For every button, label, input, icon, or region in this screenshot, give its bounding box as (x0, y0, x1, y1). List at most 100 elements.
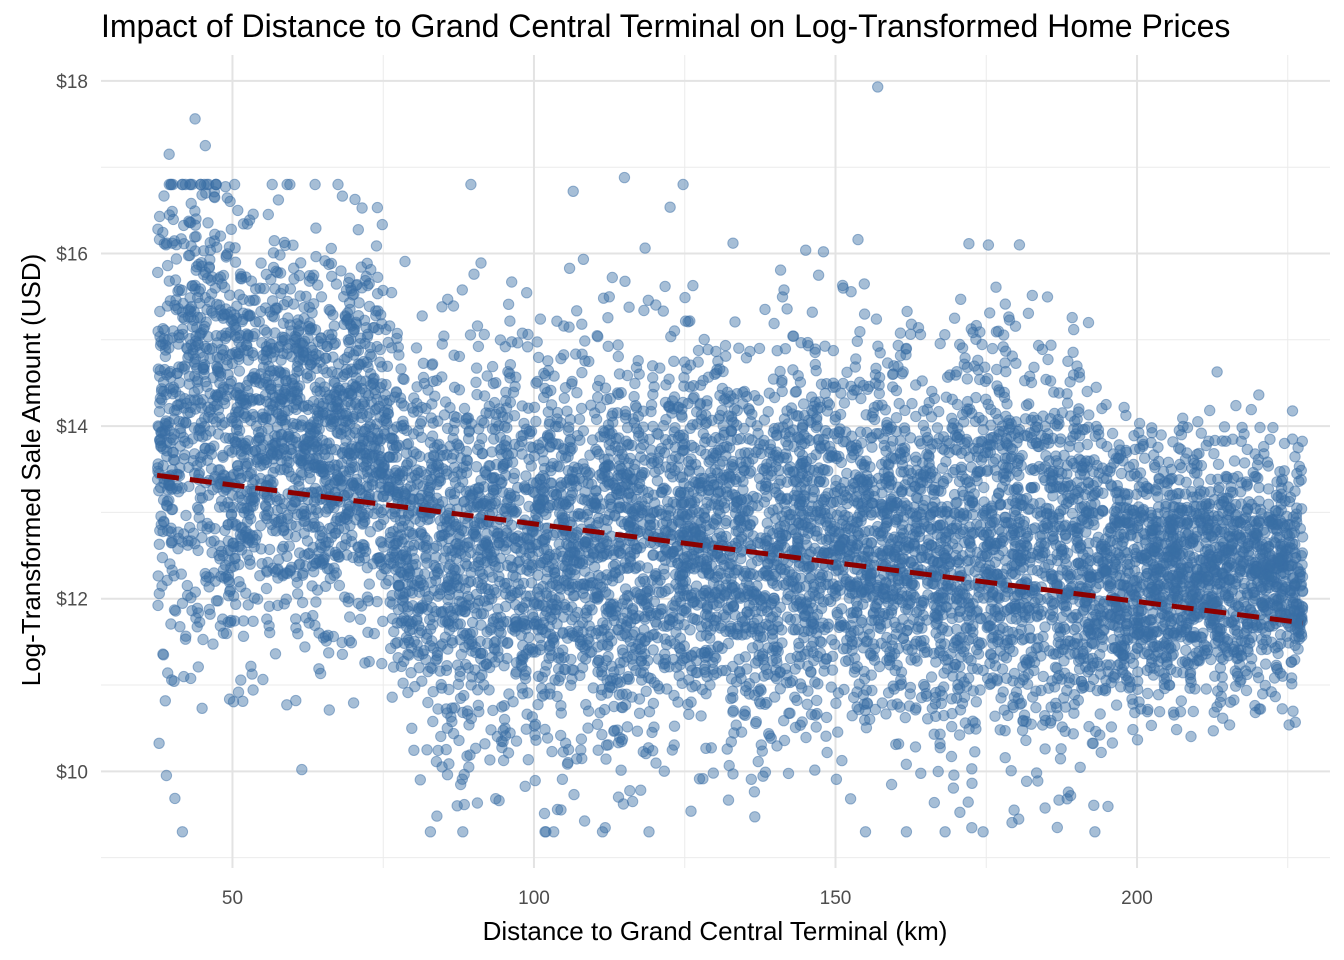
data-point (416, 310, 428, 322)
data-point (1001, 398, 1013, 410)
data-point (794, 376, 807, 388)
data-point (579, 335, 591, 347)
data-point (1286, 405, 1299, 417)
data-point (478, 328, 490, 341)
data-point (212, 595, 224, 607)
data-point (1000, 365, 1012, 378)
data-point (892, 339, 904, 352)
data-point (639, 242, 651, 254)
data-point (1261, 456, 1274, 468)
data-point (170, 253, 183, 265)
data-point (263, 600, 275, 612)
data-point (354, 613, 367, 625)
data-point (521, 708, 533, 720)
data-point (301, 368, 313, 380)
data-point (497, 754, 510, 767)
data-point (1106, 427, 1119, 440)
data-point (153, 405, 166, 418)
data-point (1230, 399, 1242, 412)
data-point (169, 792, 181, 805)
data-point (984, 307, 996, 319)
data-point (255, 305, 267, 318)
data-point (782, 767, 795, 780)
data-point (910, 410, 922, 423)
data-point (448, 424, 460, 437)
data-point (991, 363, 1003, 376)
data-point (260, 582, 273, 595)
data-point (1105, 721, 1118, 733)
data-point (954, 806, 966, 818)
data-point (1022, 307, 1035, 319)
data-point (1003, 314, 1016, 326)
data-point (349, 193, 361, 206)
data-point (1063, 440, 1076, 453)
data-point (152, 599, 164, 612)
data-point (237, 630, 250, 642)
data-point (332, 178, 344, 191)
data-point (872, 340, 884, 352)
data-point (1082, 316, 1095, 329)
data-point (501, 422, 513, 434)
data-point (698, 333, 710, 346)
data-point (440, 743, 452, 756)
data-point (534, 313, 547, 325)
data-point (414, 774, 426, 786)
data-point (1270, 659, 1283, 671)
data-point (237, 615, 250, 627)
data-point (961, 373, 973, 385)
data-point (237, 695, 249, 707)
data-point (954, 338, 966, 351)
data-point (190, 230, 202, 243)
data-point (556, 773, 569, 785)
data-point (752, 755, 764, 768)
data-point (716, 382, 729, 395)
data-point (781, 303, 793, 315)
chart-title: Impact of Distance to Grand Central Term… (101, 8, 1231, 44)
data-point (1259, 679, 1272, 692)
data-point (683, 708, 695, 720)
data-point (810, 721, 822, 733)
data-point (410, 342, 423, 354)
data-point (953, 729, 966, 741)
data-point (385, 286, 398, 299)
data-point (729, 316, 741, 328)
data-point (166, 205, 178, 218)
data-point (1129, 706, 1141, 719)
data-point (153, 485, 165, 497)
data-point (1195, 427, 1208, 439)
data-point (1051, 821, 1064, 834)
data-point (160, 769, 173, 782)
data-point (323, 647, 335, 659)
data-point (204, 608, 216, 620)
data-point (225, 223, 238, 236)
data-point (1267, 421, 1279, 434)
data-point (668, 355, 680, 367)
data-point (153, 737, 165, 749)
data-point (184, 249, 196, 262)
data-point (1212, 458, 1225, 470)
data-point (939, 826, 951, 838)
data-point (299, 641, 311, 653)
data-point (962, 796, 974, 808)
data-point (255, 257, 267, 269)
data-point (1285, 672, 1298, 684)
data-point (262, 208, 274, 221)
data-point (397, 677, 409, 689)
data-point (1192, 416, 1204, 428)
data-point (197, 633, 209, 646)
data-point (202, 217, 214, 229)
data-point (739, 651, 752, 663)
data-point (787, 364, 799, 376)
data-point (768, 317, 780, 330)
data-point (384, 596, 396, 608)
data-point (177, 328, 189, 341)
data-point (220, 251, 232, 263)
data-point (395, 363, 407, 375)
data-point (1208, 448, 1220, 460)
data-point (1131, 734, 1144, 746)
data-point (247, 684, 259, 696)
data-point (465, 178, 477, 191)
data-point (551, 315, 563, 327)
data-point (993, 386, 1006, 398)
